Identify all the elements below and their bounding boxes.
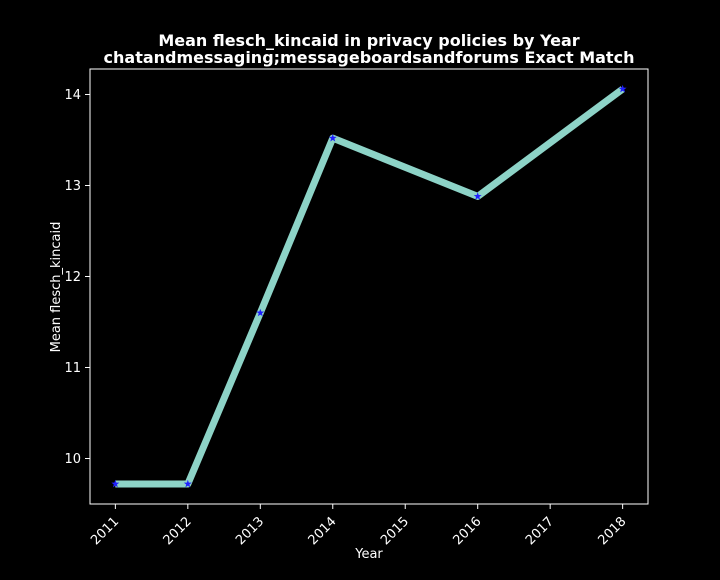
plot-area-frame [89, 68, 649, 505]
x-tick-label: 2016 [451, 514, 485, 548]
x-tick-label: 2015 [378, 514, 412, 548]
data-point-marker [473, 192, 482, 200]
data-point-marker [328, 133, 337, 142]
data-point-marker [183, 479, 192, 488]
chart-title: Mean flesch_kincaid in privacy policies … [158, 31, 579, 50]
y-axis-label: Mean flesch_kincaid [49, 222, 64, 353]
data-point-marker [256, 308, 265, 317]
y-tick-label: 14 [64, 88, 81, 103]
y-tick-label: 11 [64, 361, 81, 376]
x-tick-label: 2017 [523, 514, 557, 548]
y-tick-label: 13 [64, 179, 81, 194]
y-tick-label: 10 [64, 452, 81, 467]
data-point-marker [111, 479, 120, 488]
x-tick-label: 2011 [88, 514, 122, 548]
x-axis: 2011 2012 2013 2014 2015 2016 2017 2018 [88, 504, 629, 548]
x-tick-label: 2012 [161, 514, 195, 548]
x-tick-label: 2018 [595, 514, 629, 548]
x-axis-label: Year [354, 547, 383, 562]
y-axis: 10 11 12 13 14 [64, 88, 90, 467]
y-tick-label: 12 [64, 270, 81, 285]
x-tick-label: 2013 [233, 514, 267, 548]
series-group [111, 84, 627, 488]
x-tick-label: 2014 [306, 514, 340, 548]
chart-subtitle: chatandmessaging;messageboardsandforums … [104, 48, 635, 67]
series-line [115, 86, 625, 488]
data-point-marker [618, 84, 627, 93]
